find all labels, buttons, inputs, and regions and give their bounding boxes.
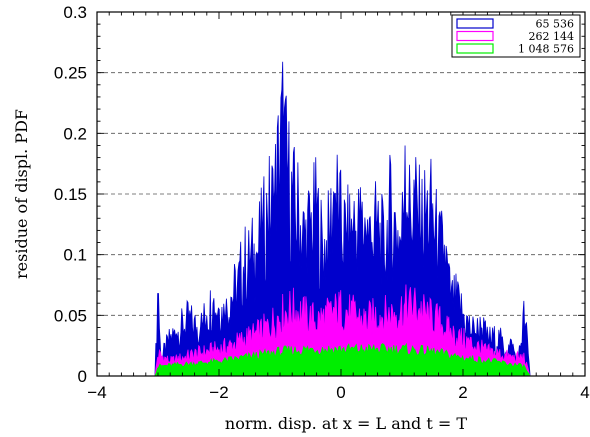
legend-swatch-1 [456, 18, 494, 29]
legend-label-1: 65 536 [536, 18, 575, 31]
x-tick-label: −4 [87, 383, 106, 402]
legend-box [451, 14, 581, 58]
legend-swatch-2 [456, 30, 494, 42]
x-tick-label: 2 [458, 383, 467, 402]
legend-label-3: 1 048 576 [518, 43, 574, 56]
legend-label-2: 262 144 [529, 30, 575, 43]
series-area-1 [154, 61, 531, 377]
data-series [154, 61, 531, 377]
y-tick-label: 0.15 [54, 185, 87, 204]
series-area-3 [154, 342, 531, 377]
y-tick-label: 0.25 [54, 64, 87, 83]
x-tick-label: −2 [209, 383, 228, 402]
y-axis: 0 0.05 0.1 0.15 0.2 0.25 0.3 [54, 3, 87, 386]
y-tick-label: 0.05 [54, 306, 87, 325]
y-tick-label: 0.2 [63, 124, 87, 143]
y-tick-label: 0.1 [63, 246, 87, 265]
y-tick-label: 0 [78, 367, 87, 386]
legend-swatch-3 [456, 43, 494, 54]
plot-frame [96, 11, 586, 377]
x-tick-label: 0 [336, 383, 345, 402]
x-tick-label: 4 [580, 383, 589, 402]
y-axis-label: residue of displ. PDF [12, 109, 31, 279]
gridlines [97, 72, 585, 316]
y-tick-label: 0.3 [63, 3, 87, 22]
x-axis: −4 −2 0 2 4 [87, 383, 589, 402]
x-axis-label: norm. disp. at x = L and t = T [225, 414, 467, 433]
